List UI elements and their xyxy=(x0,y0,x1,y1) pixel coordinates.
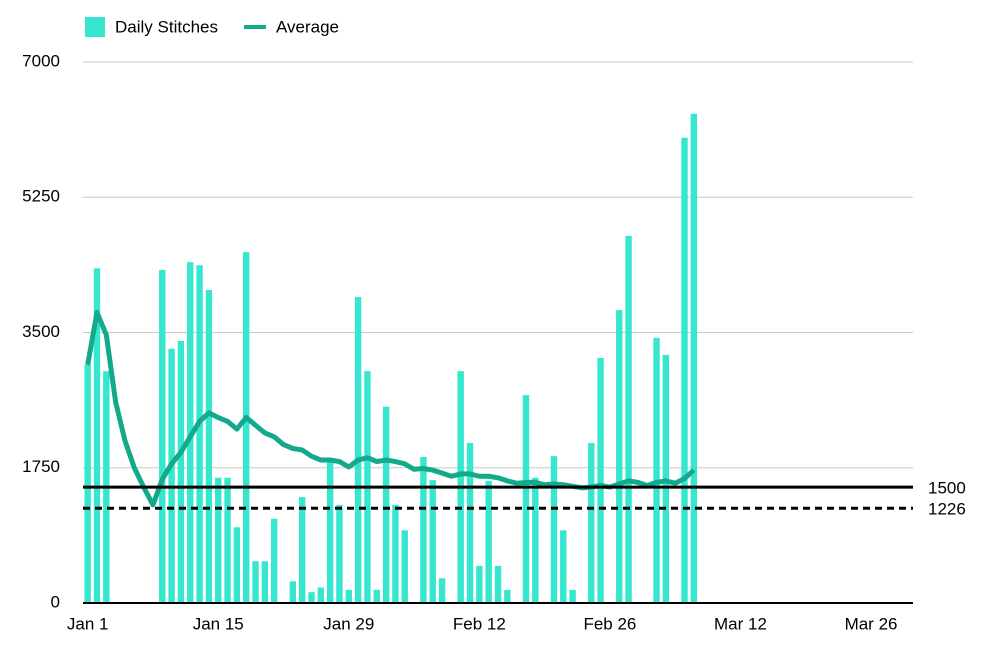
bar xyxy=(345,589,352,603)
legend-swatch xyxy=(85,17,105,37)
legend-label: Daily Stitches xyxy=(115,17,218,36)
bar xyxy=(196,265,203,603)
reference-label: 1500 xyxy=(928,479,966,498)
bar xyxy=(168,348,175,603)
bar xyxy=(205,289,213,603)
bar xyxy=(438,578,446,603)
bar xyxy=(597,358,604,603)
bar xyxy=(261,561,269,603)
bar xyxy=(485,480,492,603)
bar xyxy=(243,252,250,603)
bar xyxy=(569,589,576,603)
bar xyxy=(215,477,222,603)
bar xyxy=(289,581,297,603)
bar xyxy=(476,565,483,603)
bar xyxy=(93,268,101,603)
bar xyxy=(522,395,530,603)
bar xyxy=(420,456,427,603)
bar xyxy=(382,406,390,603)
x-tick-label: Jan 29 xyxy=(323,614,374,633)
bar xyxy=(298,497,306,603)
bar xyxy=(625,235,632,603)
y-tick-label: 7000 xyxy=(22,51,60,70)
x-tick-label: Jan 15 xyxy=(193,614,244,633)
bar xyxy=(550,456,558,603)
bar xyxy=(616,310,623,603)
bar xyxy=(354,296,362,603)
x-tick-label: Mar 12 xyxy=(714,614,767,633)
y-tick-label: 0 xyxy=(51,592,60,611)
bar xyxy=(392,504,399,603)
bar xyxy=(532,477,539,603)
x-tick-label: Feb 12 xyxy=(453,614,506,633)
bar xyxy=(690,113,698,603)
bar xyxy=(308,592,315,603)
bar xyxy=(252,561,259,603)
y-tick-label: 5250 xyxy=(22,187,60,206)
x-tick-label: Feb 26 xyxy=(583,614,636,633)
x-tick-label: Jan 1 xyxy=(67,614,109,633)
x-tick-label: Mar 26 xyxy=(845,614,898,633)
bar xyxy=(653,337,660,603)
bar xyxy=(177,341,185,603)
bar xyxy=(466,443,474,603)
y-tick-label: 1750 xyxy=(22,457,60,476)
bar xyxy=(84,364,91,603)
bar xyxy=(588,443,595,603)
bar xyxy=(326,462,334,603)
bar xyxy=(336,504,343,603)
bar xyxy=(159,269,166,603)
legend-label: Average xyxy=(276,17,339,36)
bar xyxy=(270,518,278,603)
bar xyxy=(504,589,511,603)
bar xyxy=(317,587,325,603)
reference-label: 1226 xyxy=(928,500,966,519)
bar xyxy=(373,589,380,603)
bar xyxy=(681,137,688,604)
bar xyxy=(233,527,241,603)
bar xyxy=(429,480,436,603)
bar xyxy=(494,565,502,603)
y-tick-label: 3500 xyxy=(22,322,60,341)
bar xyxy=(560,530,567,603)
bar xyxy=(224,477,231,603)
bar xyxy=(401,530,408,603)
